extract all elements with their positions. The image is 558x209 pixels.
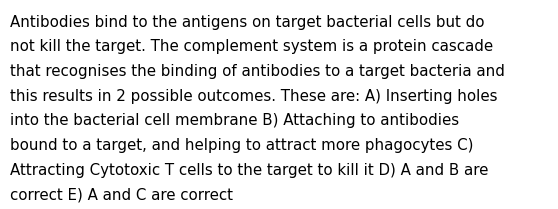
Text: bound to a target, and helping to attract more phagocytes C): bound to a target, and helping to attrac… xyxy=(10,138,474,153)
Text: Attracting Cytotoxic T cells to the target to kill it D) A and B are: Attracting Cytotoxic T cells to the targ… xyxy=(10,163,488,178)
Text: correct E) A and C are correct: correct E) A and C are correct xyxy=(10,187,233,202)
Text: into the bacterial cell membrane B) Attaching to antibodies: into the bacterial cell membrane B) Atta… xyxy=(10,113,459,128)
Text: not kill the target. The complement system is a protein cascade: not kill the target. The complement syst… xyxy=(10,39,493,54)
Text: that recognises the binding of antibodies to a target bacteria and: that recognises the binding of antibodie… xyxy=(10,64,505,79)
Text: Antibodies bind to the antigens on target bacterial cells but do: Antibodies bind to the antigens on targe… xyxy=(10,15,484,30)
Text: this results in 2 possible outcomes. These are: A) Inserting holes: this results in 2 possible outcomes. The… xyxy=(10,89,498,104)
